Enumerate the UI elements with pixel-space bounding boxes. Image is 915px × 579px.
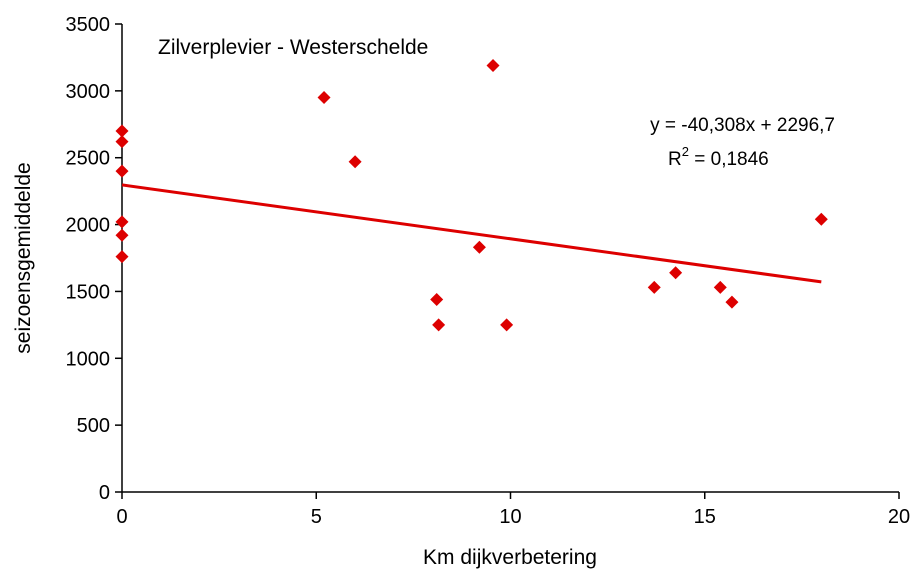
data-point-0 [115, 124, 129, 138]
x-tick-label-2: 10 [499, 506, 521, 528]
trendline-group [121, 183, 822, 284]
data-point-7 [348, 155, 362, 169]
data-point-3 [115, 215, 129, 229]
x-tick-label-1: 5 [311, 506, 322, 528]
data-points [115, 58, 828, 332]
x-tick-label-3: 15 [694, 506, 716, 528]
x-tick-label-0: 0 [116, 506, 127, 528]
r-squared-label: R2 = 0,1846 [668, 144, 769, 170]
data-point-17 [814, 212, 828, 226]
y-tick-label-4: 2000 [66, 215, 111, 237]
ticks: 0 5 10 15 20 0 500 1000 1500 2000 2500 3000 3500 [66, 14, 911, 528]
r-squared-sup: 2 [682, 144, 689, 159]
data-point-11 [486, 58, 500, 72]
data-point-16 [725, 295, 739, 309]
data-point-13 [647, 280, 661, 294]
y-tick-label-1: 500 [77, 415, 110, 437]
y-tick-label-6: 3000 [66, 81, 111, 103]
data-point-9 [432, 318, 446, 332]
x-tick-label-4: 20 [888, 506, 910, 528]
y-axis-title: seizoensgemiddelde [12, 162, 35, 353]
chart-title: Zilverplevier - Westerschelde [158, 36, 428, 59]
y-tick-label-0: 0 [99, 482, 110, 504]
data-point-2 [115, 164, 129, 178]
y-tick-label-3: 1500 [66, 281, 111, 303]
data-point-6 [317, 91, 331, 105]
trendline [121, 183, 822, 284]
data-point-8 [430, 292, 444, 306]
data-point-1 [115, 135, 129, 149]
r-squared-value: = 0,1846 [689, 149, 769, 170]
data-point-4 [115, 228, 129, 242]
axes [121, 24, 899, 493]
y-tick-label-5: 2500 [66, 148, 111, 170]
y-tick-label-2: 1000 [66, 348, 111, 370]
r-squared-r: R [668, 149, 682, 170]
data-point-10 [472, 240, 486, 254]
data-point-14 [669, 266, 683, 280]
data-point-15 [713, 280, 727, 294]
x-axis-title: Km dijkverbetering [423, 546, 597, 569]
trendline-equation: y = -40,308x + 2296,7 [650, 115, 835, 136]
data-point-5 [115, 250, 129, 264]
data-point-12 [500, 318, 514, 332]
y-tick-label-7: 3500 [66, 14, 111, 36]
